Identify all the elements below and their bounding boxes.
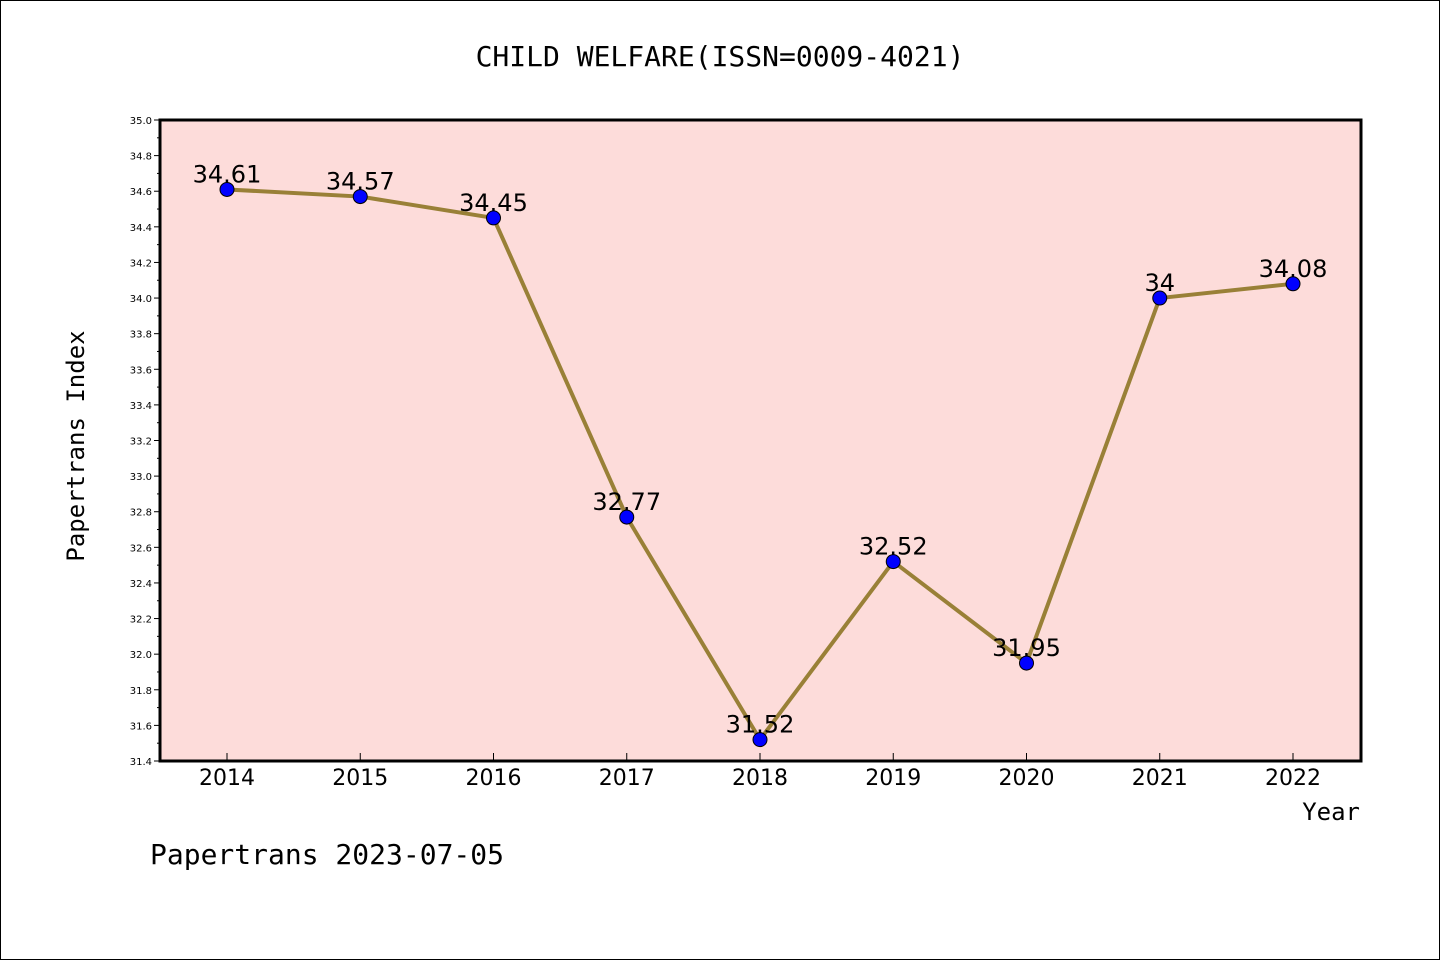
x-tick-label: 2016 — [466, 766, 522, 791]
y-tick-label: 32.4 — [130, 579, 152, 590]
data-label: 34 — [1144, 269, 1175, 297]
y-tick-label: 31.4 — [130, 757, 152, 768]
data-label: 34.57 — [326, 168, 395, 196]
x-tick-label: 2015 — [332, 766, 388, 791]
x-tick-label: 2014 — [199, 766, 255, 791]
x-tick-label: 2021 — [1132, 766, 1188, 791]
y-tick-label: 34.0 — [130, 294, 152, 305]
chart-title: CHILD WELFARE(ISSN=0009-4021) — [476, 40, 965, 73]
plot-area — [160, 120, 1361, 761]
data-point — [486, 210, 501, 226]
data-point — [1285, 276, 1301, 292]
data-point — [885, 554, 901, 570]
data-point — [352, 189, 368, 205]
data-label: 31.95 — [992, 634, 1061, 662]
x-tick-label: 2017 — [599, 766, 655, 791]
data-point — [219, 181, 235, 197]
data-point — [619, 509, 635, 525]
y-axis-label: Papertrans Index — [62, 330, 90, 561]
x-tick-label: 2019 — [865, 766, 921, 791]
y-tick-label: 33.2 — [130, 437, 152, 448]
y-tick-label: 34.6 — [130, 187, 152, 198]
data-point — [1019, 655, 1034, 671]
y-tick-label: 32.6 — [130, 543, 152, 554]
y-tick-label: 31.8 — [130, 686, 152, 697]
data-point — [1152, 290, 1168, 306]
x-tick-label: 2020 — [999, 766, 1055, 791]
data-label: 34.61 — [193, 160, 262, 188]
y-tick-label: 31.6 — [130, 721, 152, 732]
data-label: 32.77 — [592, 488, 661, 516]
y-tick-label: 32.8 — [130, 508, 152, 519]
y-tick-label: 32.0 — [130, 650, 152, 661]
y-tick-label: 33.8 — [130, 330, 152, 341]
y-tick-label: 34.8 — [130, 152, 152, 163]
x-tick-label: 2022 — [1265, 766, 1321, 791]
x-axis-label: Year — [1302, 798, 1360, 826]
y-tick-label: 34.4 — [130, 223, 152, 234]
data-point — [752, 732, 768, 748]
y-tick-label: 33.6 — [130, 365, 152, 376]
series-line-group: 34.61 34.57 34.45 32.77 31.52 32.52 31.95 34 34.… — [193, 160, 1328, 748]
y-tick-label: 35.0 — [130, 116, 152, 127]
y-axis: 31.4 31.6 31.8 32.0 32.2 32.4 32.6 32.8 33.0 33.2… — [130, 116, 160, 768]
plot-border — [158, 118, 1363, 763]
data-label: 34.08 — [1259, 255, 1328, 283]
x-axis: 2014 2015 2016 2017 2018 2019 2020 2021 2022 — [199, 753, 1321, 791]
data-label: 31.52 — [726, 711, 795, 739]
data-label: 34.45 — [459, 189, 528, 217]
footer-text: Papertrans 2023-07-05 — [150, 838, 504, 871]
y-tick-label: 32.2 — [130, 615, 152, 626]
y-tick-label: 33.4 — [130, 401, 152, 412]
y-tick-label: 34.2 — [130, 258, 152, 269]
y-tick-label: 33.0 — [130, 472, 152, 483]
data-label: 32.52 — [859, 533, 928, 561]
x-tick-label: 2018 — [732, 766, 788, 791]
